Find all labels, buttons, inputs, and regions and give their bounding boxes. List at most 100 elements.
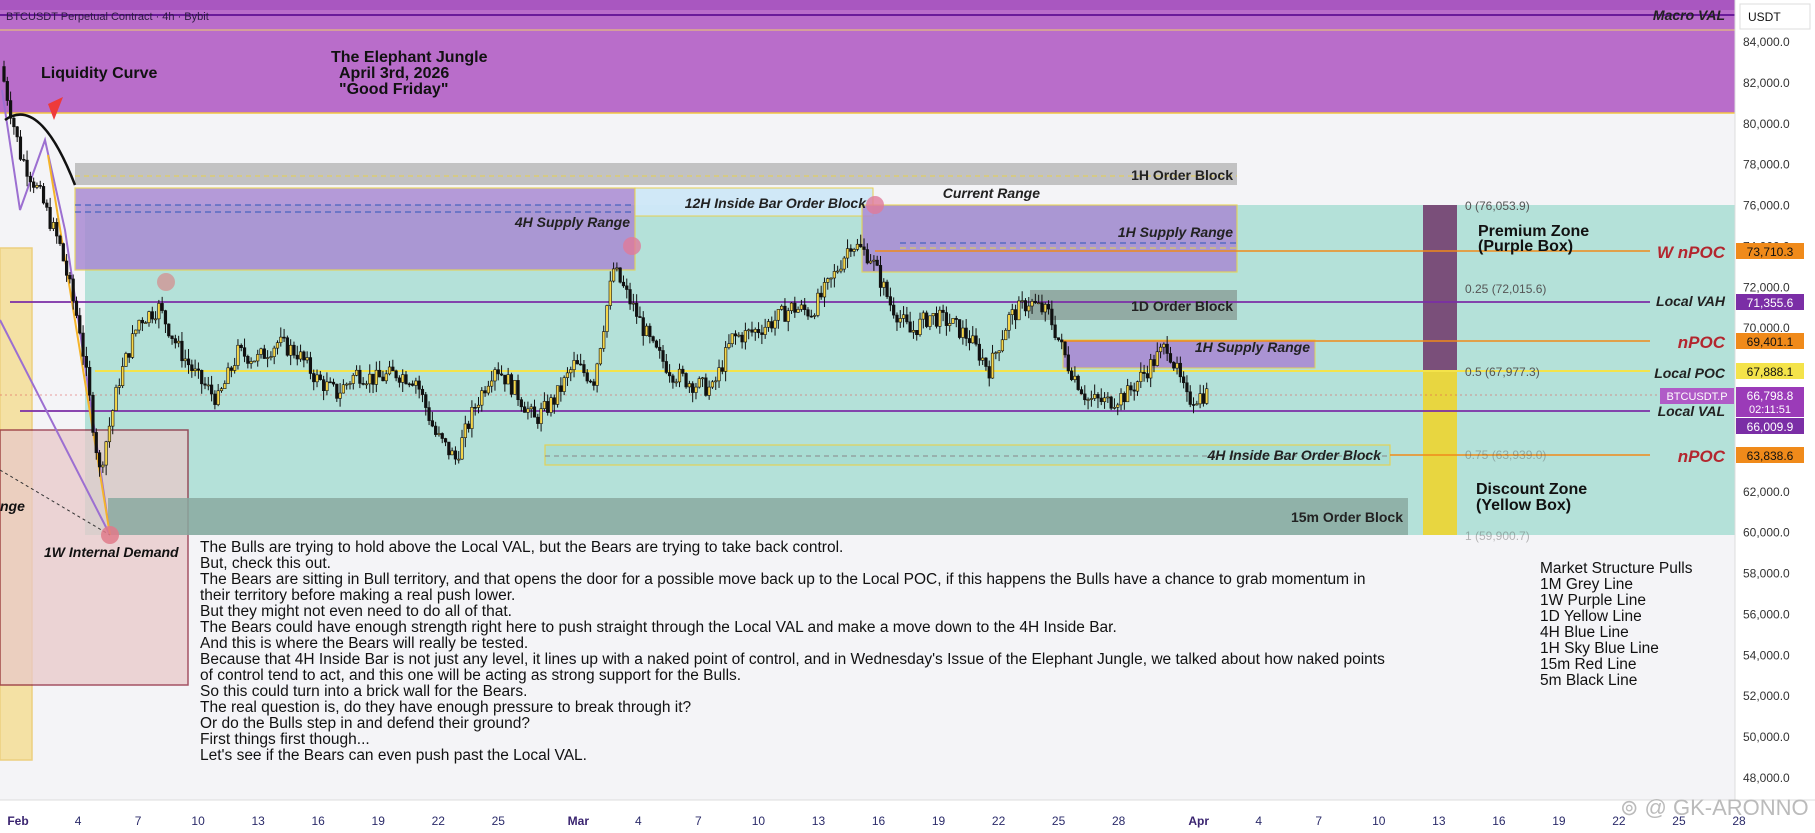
- liquidity-curve: [4, 113, 77, 186]
- candle-body: [81, 332, 85, 357]
- candle-body: [160, 303, 164, 311]
- candle-body: [1205, 388, 1209, 404]
- candle-body: [934, 313, 939, 327]
- candle-body: [483, 390, 487, 394]
- commentary-line: Because that 4H Inside Bar is not just a…: [200, 651, 1385, 668]
- candle-body: [796, 309, 800, 313]
- candle-body: [1109, 396, 1113, 409]
- discount-line-1: Discount Zone: [1476, 481, 1588, 498]
- candle-body: [724, 347, 728, 372]
- candle-body: [668, 372, 672, 377]
- candle-body: [911, 330, 916, 333]
- y-tick-label: 60,000.0: [1743, 526, 1790, 540]
- candle-body: [140, 319, 144, 324]
- candle-body: [1152, 359, 1156, 366]
- candle-body: [447, 441, 451, 456]
- candle-body: [74, 300, 79, 316]
- candle-body: [1020, 300, 1024, 302]
- candle-body: [961, 327, 965, 338]
- candle-body: [592, 381, 596, 386]
- candle-body: [503, 374, 507, 385]
- elephant-title-1: The Elephant Jungle: [331, 49, 488, 66]
- candle-body: [694, 386, 698, 393]
- candle-body: [101, 464, 105, 468]
- candle-body: [272, 347, 276, 357]
- candle-body: [127, 353, 131, 358]
- candle-body: [783, 305, 787, 322]
- candle-body: [2, 66, 6, 82]
- x-tick-label: 16: [872, 814, 886, 828]
- candle-body: [32, 181, 36, 188]
- candle-body: [770, 321, 774, 329]
- candle-body: [641, 317, 645, 336]
- legend-line: 1M Grey Line: [1540, 576, 1634, 593]
- candle-body: [638, 316, 642, 318]
- candle-body: [582, 364, 586, 374]
- candle-body: [295, 354, 299, 360]
- x-tick-label: 10: [191, 814, 205, 828]
- candle-body: [1056, 337, 1061, 341]
- candle-body: [1106, 396, 1110, 399]
- candle-body: [5, 81, 9, 101]
- candle-body: [341, 384, 345, 394]
- candle-body: [526, 408, 530, 413]
- candle-body: [493, 369, 497, 382]
- x-tick-label: Feb: [7, 814, 28, 828]
- candle-body: [1185, 382, 1189, 393]
- candle-body: [1027, 305, 1031, 312]
- candle-body: [1145, 373, 1149, 379]
- candle-body: [700, 377, 705, 380]
- candle-body: [107, 425, 112, 443]
- x-tick-label: 25: [1672, 814, 1686, 828]
- candle-body: [144, 322, 148, 324]
- candle-body: [579, 363, 583, 366]
- candle-body: [1076, 375, 1080, 390]
- candle-body: [832, 271, 836, 279]
- candle-body: [1010, 309, 1014, 316]
- candle-body: [997, 350, 1001, 354]
- candle-body: [463, 423, 467, 438]
- candle-body: [328, 381, 332, 384]
- candle-body: [981, 357, 985, 361]
- x-tick-label: 7: [135, 814, 142, 828]
- candle-body: [1188, 391, 1192, 405]
- candle-body: [743, 330, 747, 343]
- structure-legend: Market Structure Pulls 1M Grey Line 1W Pur…: [1540, 561, 1692, 689]
- candle-body: [1126, 385, 1130, 403]
- elephant-title-3: "Good Friday": [339, 81, 449, 98]
- candle-body: [878, 265, 883, 288]
- candle-body: [229, 367, 233, 371]
- candle-body: [977, 343, 981, 361]
- candle-body: [1135, 381, 1140, 392]
- candle-body: [91, 394, 95, 433]
- candle-body: [674, 381, 678, 384]
- candle-body: [677, 368, 682, 383]
- y-tick-label: 76,000.0: [1743, 199, 1790, 213]
- candle-body: [552, 397, 556, 405]
- watermark-text: GK-ARONNO: [1673, 795, 1809, 820]
- candle-body: [470, 407, 474, 429]
- candle-body: [565, 372, 570, 378]
- candle-body: [516, 380, 520, 400]
- ob-15m: [108, 498, 1408, 535]
- candle-body: [1046, 304, 1051, 310]
- candle-body: [585, 372, 589, 382]
- candle-body: [262, 348, 266, 359]
- legend-line: 1W Purple Line: [1540, 592, 1646, 609]
- candle-body: [499, 373, 504, 376]
- candle-body: [684, 373, 688, 388]
- candle-body: [1037, 302, 1041, 305]
- commentary-line: The Bears could have enough strength rig…: [200, 619, 1117, 636]
- candle-body: [780, 305, 784, 310]
- candle-body: [776, 309, 780, 321]
- candle-body: [865, 249, 869, 264]
- w1-demand-label: 1W Internal Demand: [44, 544, 179, 560]
- candle-body: [549, 397, 553, 413]
- candle-body: [325, 381, 329, 391]
- premium-line-2: (Purple Box): [1478, 238, 1574, 255]
- x-tick-label: 16: [311, 814, 325, 828]
- candle-body: [555, 385, 560, 405]
- candle-body: [1060, 339, 1064, 343]
- candle-body: [611, 268, 616, 282]
